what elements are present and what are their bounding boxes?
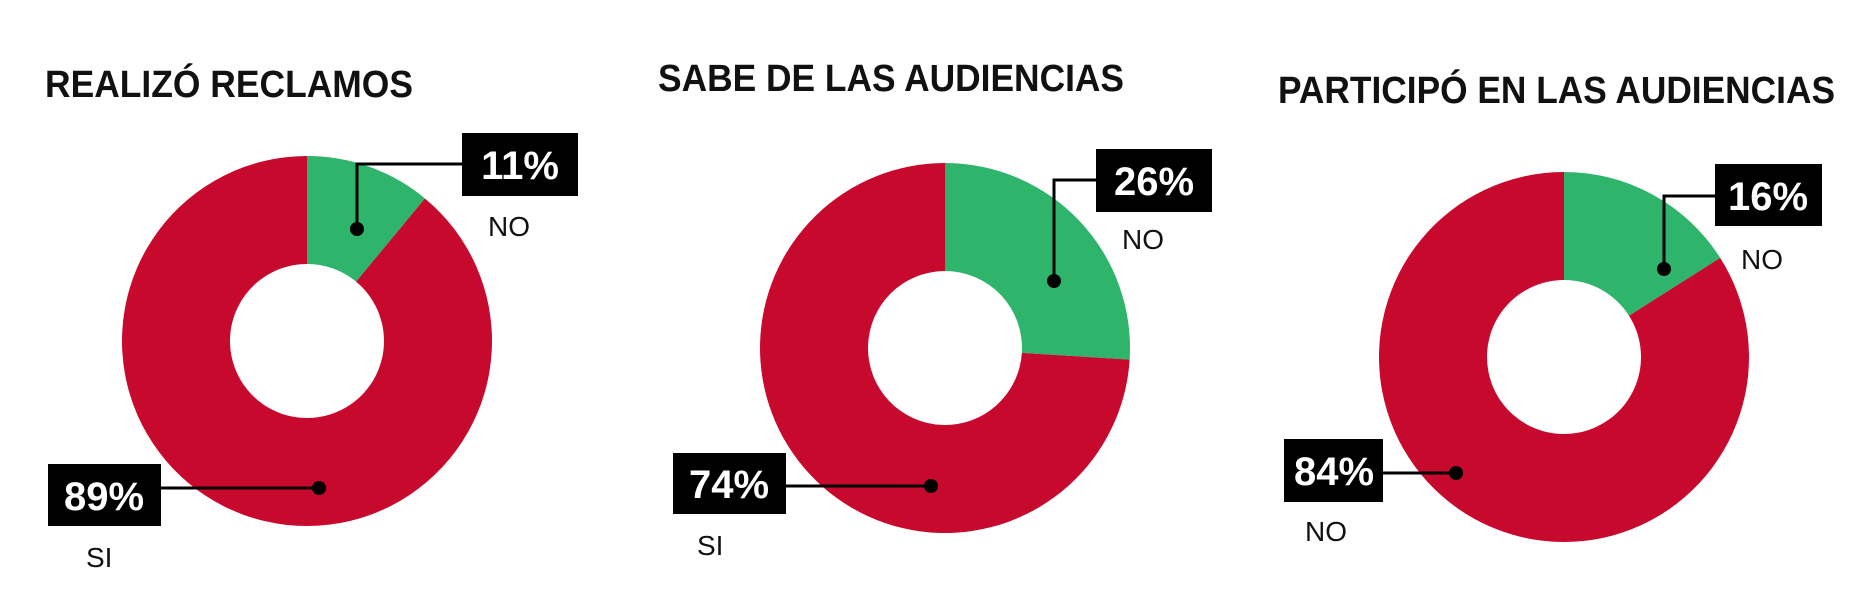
chart-realizo-reclamos: REALIZÓ RECLAMOS 11% NO 89% SI [45, 62, 578, 573]
donut-slice-green [945, 163, 1130, 360]
leader-line-no [1052, 178, 1096, 281]
label-box-si [1284, 439, 1383, 502]
data-label-si: 74% [689, 463, 769, 507]
donut [760, 163, 1130, 533]
label-box-no [1096, 149, 1212, 212]
leader-dot-si [924, 479, 938, 493]
leader-dot-no [1657, 262, 1671, 276]
leader-line-no [1662, 194, 1715, 269]
leader-dot-no [350, 222, 364, 236]
data-label-no: 11% [481, 144, 559, 188]
category-label-si: SI [86, 542, 112, 573]
chart-title: SABE DE LAS AUDIENCIAS [658, 58, 1124, 100]
donut-slice-red [760, 163, 1130, 533]
donut [1379, 172, 1750, 542]
data-label-si: 89% [64, 475, 144, 519]
leader-dot-si [312, 481, 326, 495]
category-label-second: NO [1305, 516, 1347, 547]
label-box-no [462, 133, 578, 196]
leader-line-no [355, 162, 462, 229]
chart-title: PARTICIPÓ EN LAS AUDIENCIAS [1278, 68, 1835, 112]
category-label-si: SI [697, 530, 723, 561]
donut-slice-green [1564, 172, 1721, 316]
label-box-si [673, 453, 786, 514]
chart-sabe-de-las-audiencias: SABE DE LAS AUDIENCIAS 26% NO 74% SI [658, 58, 1212, 561]
leader-dot-si [1449, 466, 1463, 480]
leader-dot-no [1047, 274, 1061, 288]
category-label-no: NO [1741, 244, 1783, 275]
data-label-no: 16% [1728, 175, 1808, 219]
category-label-no: NO [1122, 224, 1164, 255]
category-label-no: NO [488, 211, 530, 242]
donut-slice-red [1379, 172, 1750, 542]
donut-slice-red [122, 156, 493, 526]
donut-slice-green [307, 156, 425, 282]
chart-title: REALIZÓ RECLAMOS [45, 62, 413, 106]
label-box-si [48, 464, 161, 526]
data-label-no: 26% [1114, 160, 1194, 204]
data-label-si: 84% [1294, 450, 1374, 494]
chart-participo-en-las-audiencias: PARTICIPÓ EN LAS AUDIENCIAS 16% NO 84% N… [1278, 68, 1835, 547]
donut [122, 156, 493, 526]
label-box-no [1715, 164, 1822, 226]
